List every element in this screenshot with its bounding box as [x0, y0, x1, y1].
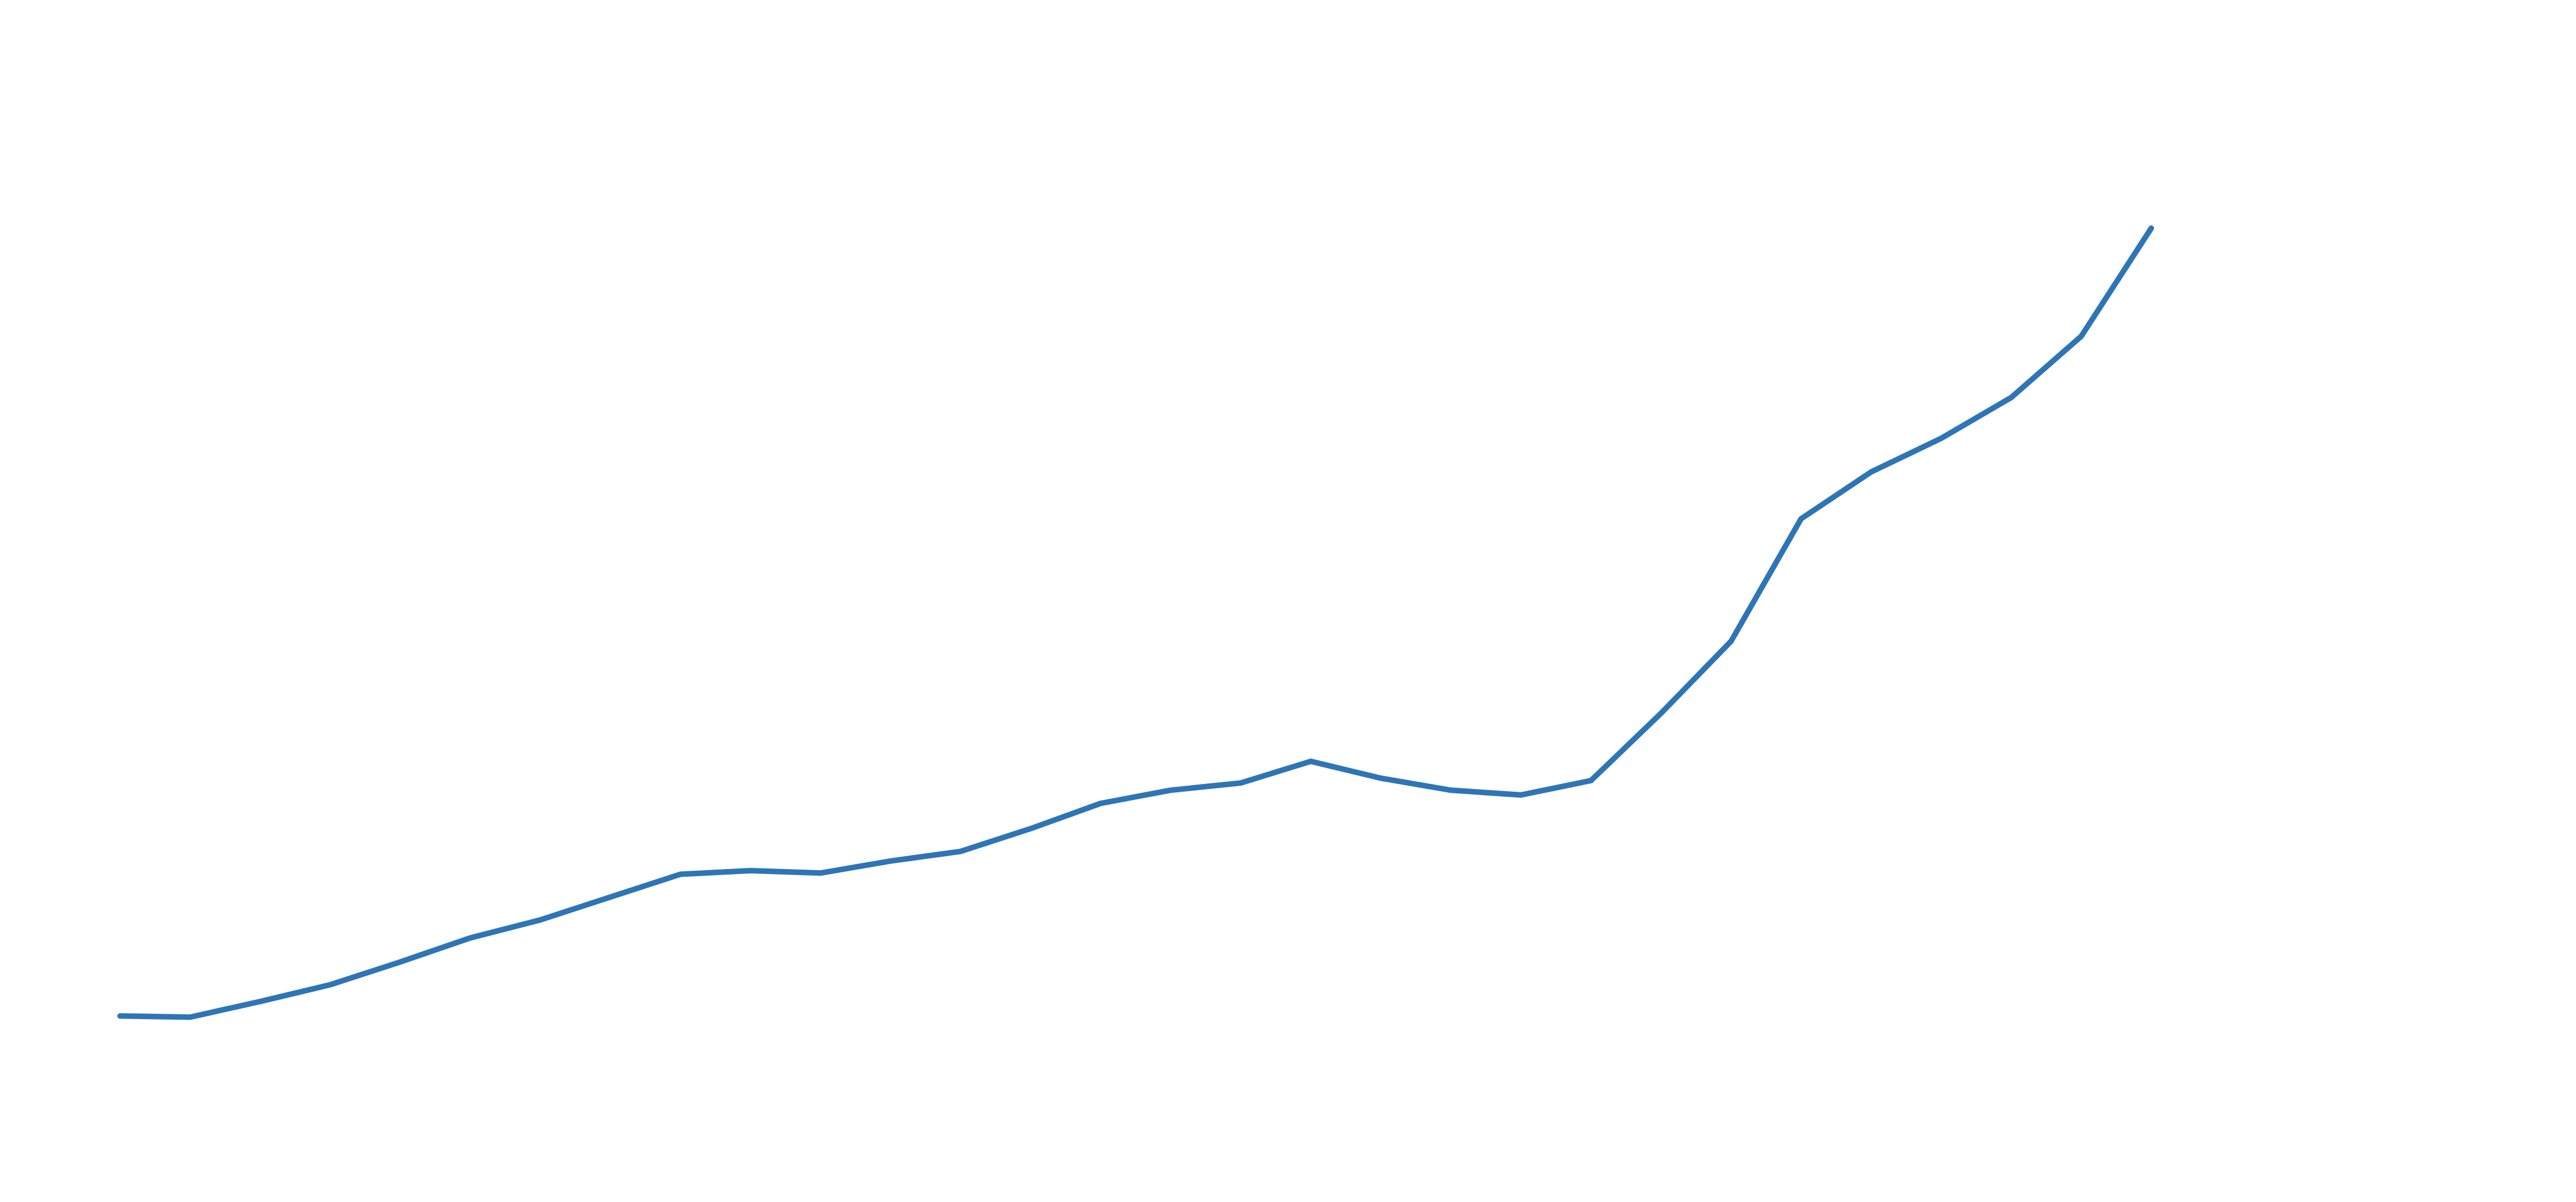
- series-line-1: [117, 225, 2154, 1020]
- plot-area: [117, 225, 2154, 1020]
